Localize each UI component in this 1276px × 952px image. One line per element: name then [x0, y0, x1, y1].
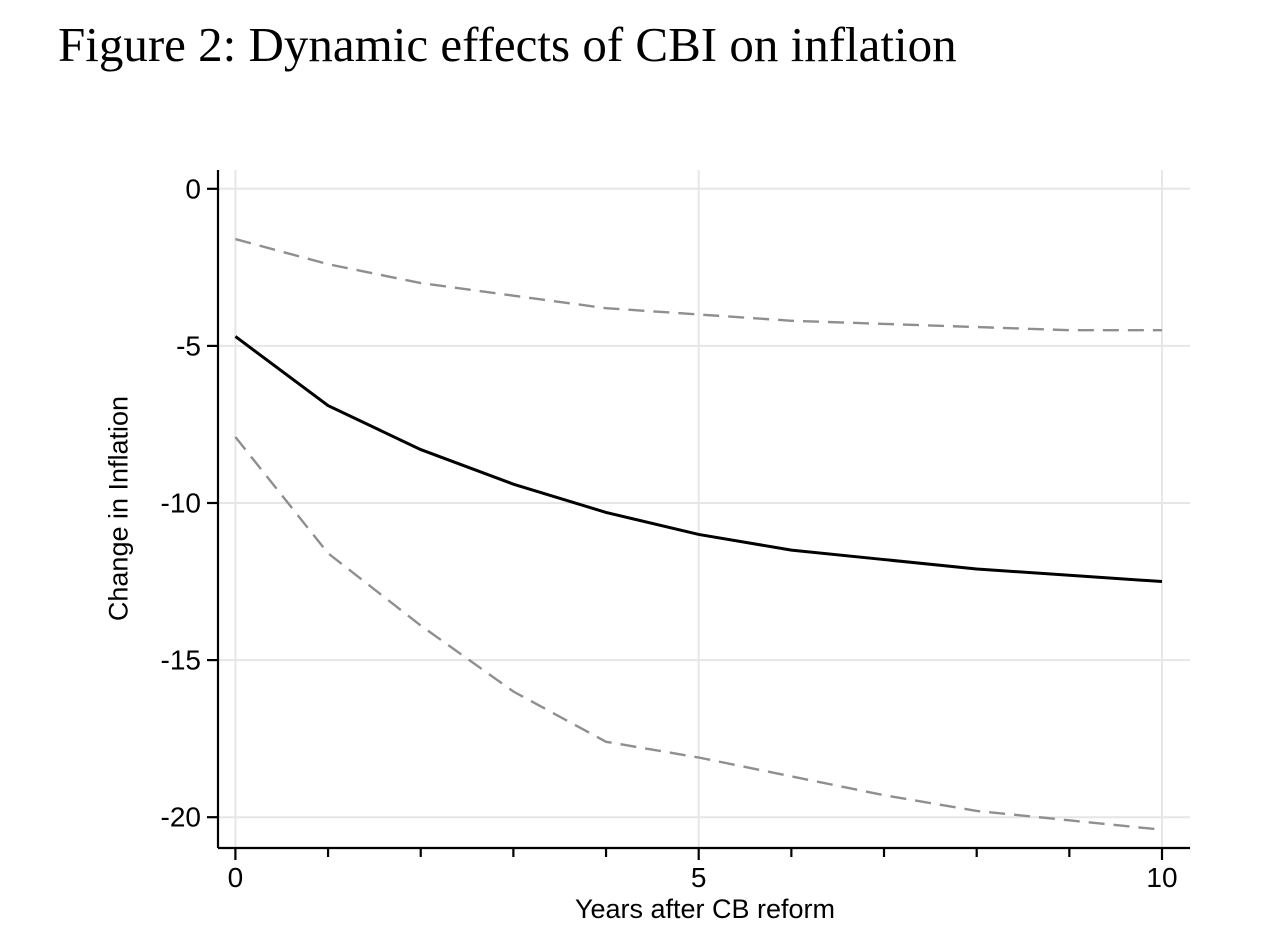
y-tick-label: 0 [185, 173, 201, 204]
y-tick-label: -10 [161, 488, 201, 519]
series-ci-lower-95 [234, 436, 1163, 831]
series-ci-upper-95 [235, 237, 1162, 332]
figure-title: Figure 2: Dynamic effects of CBI on infl… [58, 17, 957, 72]
x-tick-label: 10 [1146, 862, 1177, 893]
x-axis-label: Years after CB reform [574, 894, 836, 924]
y-tick-label: -15 [161, 645, 201, 676]
y-tick-label: -5 [176, 330, 201, 361]
y-tick-label: -20 [161, 802, 201, 833]
series-point-estimate [234, 335, 1163, 584]
x-tick-label: 0 [228, 862, 244, 893]
x-tick-label: 5 [691, 862, 707, 893]
